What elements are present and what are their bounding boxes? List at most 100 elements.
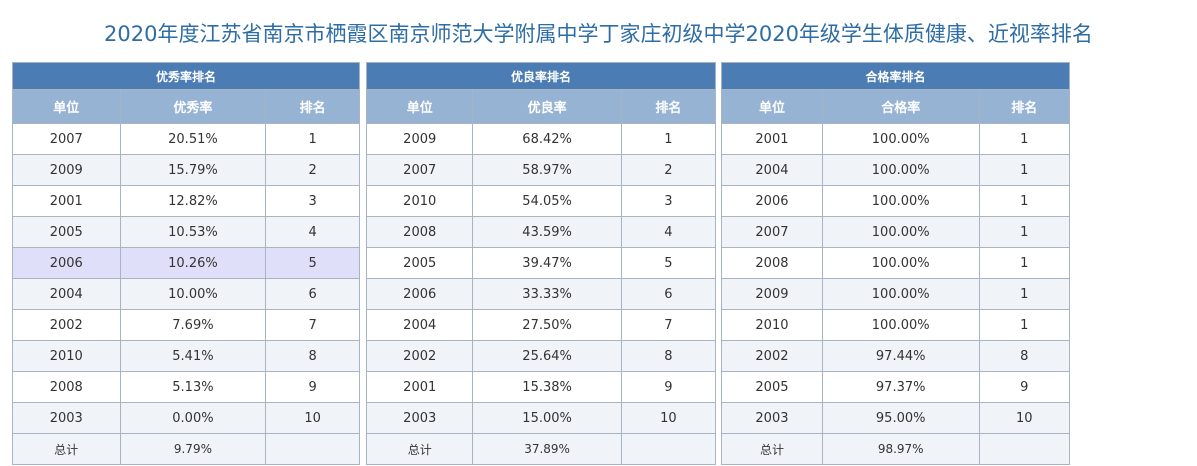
total-rate: 37.89% bbox=[472, 433, 622, 465]
table-row[interactable]: 2007 20.51% 1 bbox=[12, 123, 360, 155]
cell-rate: 15.00% bbox=[472, 402, 622, 434]
table-row[interactable]: 2002 25.64% 8 bbox=[365, 340, 717, 372]
cell-rate: 54.05% bbox=[472, 185, 622, 217]
cell-unit: 2005 bbox=[365, 247, 474, 279]
total-row: 总计 9.79% bbox=[12, 433, 360, 465]
table-row[interactable]: 2001 100.00% 1 bbox=[721, 123, 1070, 155]
cell-rank: 1 bbox=[620, 123, 717, 155]
cell-rate: 100.00% bbox=[821, 185, 980, 217]
table-row[interactable]: 2010 5.41% 8 bbox=[12, 340, 360, 372]
cell-rate: 68.42% bbox=[472, 123, 622, 155]
cell-rate: 33.33% bbox=[472, 278, 622, 310]
table-row[interactable]: 2002 7.69% 7 bbox=[12, 309, 360, 341]
cell-rate: 12.82% bbox=[119, 185, 267, 217]
cell-rank: 1 bbox=[265, 123, 360, 155]
table-row[interactable]: 2005 39.47% 5 bbox=[365, 247, 717, 279]
cell-rate: 5.13% bbox=[119, 371, 267, 403]
cell-rate: 100.00% bbox=[821, 309, 980, 341]
cell-rank: 10 bbox=[620, 402, 717, 434]
cell-unit: 2001 bbox=[365, 371, 474, 403]
table-row[interactable]: 2009 100.00% 1 bbox=[721, 278, 1070, 310]
total-rank bbox=[265, 433, 360, 465]
cell-rank: 2 bbox=[265, 154, 360, 186]
table-row[interactable]: 2004 100.00% 1 bbox=[721, 154, 1070, 186]
cell-rank: 8 bbox=[620, 340, 717, 372]
column-header-rate[interactable]: 优良率 bbox=[472, 89, 622, 124]
cell-rank: 1 bbox=[978, 123, 1070, 155]
total-rate: 98.97% bbox=[821, 433, 980, 465]
total-rank bbox=[620, 433, 717, 465]
column-header-unit[interactable]: 单位 bbox=[365, 89, 474, 124]
cell-rate: 97.37% bbox=[821, 371, 980, 403]
cell-rank: 1 bbox=[978, 278, 1070, 310]
table-row[interactable]: 2010 100.00% 1 bbox=[721, 309, 1070, 341]
cell-rate: 39.47% bbox=[472, 247, 622, 279]
cell-unit: 2002 bbox=[12, 309, 121, 341]
column-header-rank[interactable]: 排名 bbox=[265, 89, 360, 124]
table-row[interactable]: 2008 5.13% 9 bbox=[12, 371, 360, 403]
table-row[interactable]: 2001 15.38% 9 bbox=[365, 371, 717, 403]
cell-rank: 10 bbox=[265, 402, 360, 434]
cell-unit: 2006 bbox=[721, 185, 823, 217]
table-row[interactable]: 2005 10.53% 4 bbox=[12, 216, 360, 248]
column-header-rate[interactable]: 优秀率 bbox=[119, 89, 267, 124]
cell-rank: 1 bbox=[978, 247, 1070, 279]
cell-rank: 6 bbox=[620, 278, 717, 310]
table-title: 合格率排名 bbox=[721, 62, 1070, 90]
cell-unit: 2010 bbox=[721, 309, 823, 341]
cell-unit: 2009 bbox=[12, 154, 121, 186]
cell-rank: 10 bbox=[978, 402, 1070, 434]
cell-rank: 1 bbox=[978, 216, 1070, 248]
table-row[interactable]: 2008 100.00% 1 bbox=[721, 247, 1070, 279]
table-row[interactable]: 2006 100.00% 1 bbox=[721, 185, 1070, 217]
cell-rank: 5 bbox=[620, 247, 717, 279]
column-header-rate[interactable]: 合格率 bbox=[821, 89, 980, 124]
table-row[interactable]: 2003 15.00% 10 bbox=[365, 402, 717, 434]
cell-rate: 10.00% bbox=[119, 278, 267, 310]
table-row[interactable]: 2002 97.44% 8 bbox=[721, 340, 1070, 372]
table-row[interactable]: 2007 100.00% 1 bbox=[721, 216, 1070, 248]
cell-unit: 2010 bbox=[365, 185, 474, 217]
table-row[interactable]: 2004 27.50% 7 bbox=[365, 309, 717, 341]
column-header-unit[interactable]: 单位 bbox=[12, 89, 121, 124]
cell-unit: 2009 bbox=[721, 278, 823, 310]
column-header-rank[interactable]: 排名 bbox=[978, 89, 1070, 124]
total-row: 总计 98.97% bbox=[721, 433, 1070, 465]
table-row[interactable]: 2009 68.42% 1 bbox=[365, 123, 717, 155]
cell-unit: 2004 bbox=[12, 278, 121, 310]
table-row[interactable]: 2009 15.79% 2 bbox=[12, 154, 360, 186]
cell-rank: 9 bbox=[265, 371, 360, 403]
cell-rate: 27.50% bbox=[472, 309, 622, 341]
cell-rank: 5 bbox=[265, 247, 360, 279]
table-row[interactable]: 2007 58.97% 2 bbox=[365, 154, 717, 186]
cell-rank: 2 bbox=[620, 154, 717, 186]
table-row[interactable]: 2003 95.00% 10 bbox=[721, 402, 1070, 434]
column-header-unit[interactable]: 单位 bbox=[721, 89, 823, 124]
cell-unit: 2007 bbox=[721, 216, 823, 248]
cell-unit: 2009 bbox=[365, 123, 474, 155]
cell-rank: 9 bbox=[620, 371, 717, 403]
column-header-rank[interactable]: 排名 bbox=[620, 89, 717, 124]
cell-unit: 2008 bbox=[721, 247, 823, 279]
cell-unit: 2004 bbox=[365, 309, 474, 341]
table-row[interactable]: 2003 0.00% 10 bbox=[12, 402, 360, 434]
table-row[interactable]: 2010 54.05% 3 bbox=[365, 185, 717, 217]
cell-rank: 4 bbox=[265, 216, 360, 248]
table-row[interactable]: 2006 33.33% 6 bbox=[365, 278, 717, 310]
cell-unit: 2004 bbox=[721, 154, 823, 186]
cell-rate: 100.00% bbox=[821, 123, 980, 155]
table-row[interactable]: 2001 12.82% 3 bbox=[12, 185, 360, 217]
cell-rank: 7 bbox=[265, 309, 360, 341]
total-row: 总计 37.89% bbox=[365, 433, 717, 465]
cell-rank: 1 bbox=[978, 185, 1070, 217]
table-row[interactable]: 2005 97.37% 9 bbox=[721, 371, 1070, 403]
table-row[interactable]: 2006 10.26% 5 bbox=[12, 247, 360, 279]
good-rate-table: 优良率排名 单位 优良率 排名 2009 68.42% 1 2007 58.97% 2 20… bbox=[365, 62, 717, 465]
cell-rank: 8 bbox=[978, 340, 1070, 372]
table-row[interactable]: 2004 10.00% 6 bbox=[12, 278, 360, 310]
page-title: 2020年度江苏省南京市栖霞区南京师范大学附属中学丁家庄初级中学2020年级学生… bbox=[104, 22, 1093, 46]
cell-rank: 1 bbox=[978, 309, 1070, 341]
table-row[interactable]: 2008 43.59% 4 bbox=[365, 216, 717, 248]
pass-rate-table: 合格率排名 单位 合格率 排名 2001 100.00% 1 2004 100.00% 1… bbox=[721, 62, 1070, 465]
cell-rate: 100.00% bbox=[821, 278, 980, 310]
